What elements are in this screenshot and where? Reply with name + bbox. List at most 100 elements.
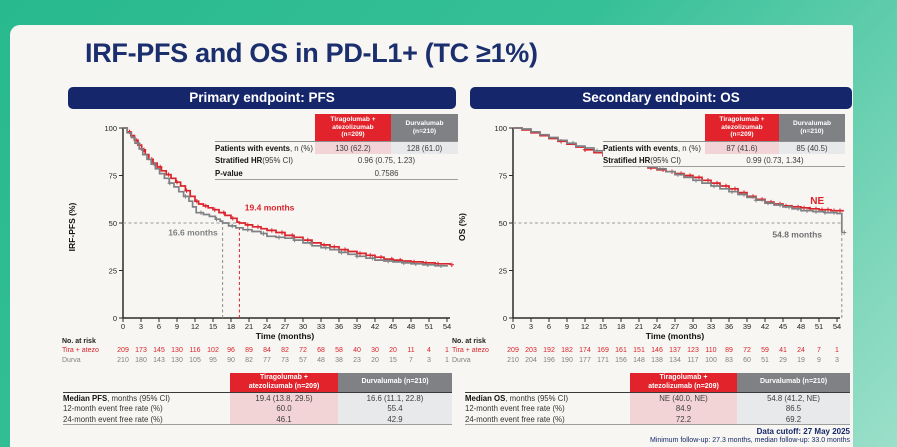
at-risk-value: 102 bbox=[207, 347, 219, 354]
pfs-stats-table: Tiragolumab + atezolizumab (n=209) Durvalum… bbox=[215, 114, 458, 180]
y-tick-label: 75 bbox=[109, 171, 117, 180]
at-risk-value: 95 bbox=[209, 357, 217, 364]
x-tick-label: 45 bbox=[389, 322, 397, 331]
stats-value: 85 (40.5) bbox=[779, 141, 845, 154]
at-risk-row-label: Durva bbox=[452, 357, 471, 364]
x-tick-label: 54 bbox=[833, 322, 841, 331]
at-risk-value: 84 bbox=[263, 347, 271, 354]
table-row-label: Median OS, months (95% CI) bbox=[465, 392, 630, 403]
at-risk-value: 146 bbox=[651, 347, 663, 354]
median-annotation: NE bbox=[810, 196, 824, 207]
y-tick-label: 50 bbox=[499, 219, 507, 228]
arm-column-header: Tiragolumab + atezolizumab (n=209) bbox=[315, 114, 391, 141]
table-row-label: Patients with events, n (%) bbox=[215, 141, 315, 154]
x-tick-label: 24 bbox=[653, 322, 661, 331]
median-annotation: 16.6 months bbox=[168, 227, 218, 237]
median-annotation: 54.8 months bbox=[772, 229, 822, 239]
arm-column-header: Durvalumab (n=210) bbox=[391, 114, 458, 141]
y-tick-label: 0 bbox=[503, 314, 507, 323]
at-risk-value: 4 bbox=[427, 347, 431, 354]
at-risk-value: 169 bbox=[597, 347, 609, 354]
x-tick-label: 33 bbox=[317, 322, 325, 331]
at-risk-value: 203 bbox=[525, 347, 537, 354]
at-risk-value: 192 bbox=[543, 347, 555, 354]
at-risk-value: 130 bbox=[171, 347, 183, 354]
x-tick-label: 12 bbox=[581, 322, 589, 331]
os-km-chart: 0 3 6 9 12 15 18 21 24 27 30 33 36 39 42 45 48 51 54025507… bbox=[452, 124, 847, 364]
at-risk-value: 89 bbox=[245, 347, 253, 354]
at-risk-value: 116 bbox=[189, 347, 200, 354]
at-risk-value: 9 bbox=[817, 357, 821, 364]
at-risk-row-label: Durva bbox=[62, 357, 81, 364]
at-risk-value: 1 bbox=[445, 347, 449, 354]
at-risk-row-label: Tira + atezo bbox=[452, 347, 489, 354]
at-risk-value: 196 bbox=[543, 357, 555, 364]
at-risk-value: 30 bbox=[371, 347, 379, 354]
at-risk-value: 96 bbox=[227, 347, 235, 354]
y-tick-label: 0 bbox=[113, 314, 117, 323]
at-risk-value: 105 bbox=[189, 357, 201, 364]
x-tick-label: 48 bbox=[797, 322, 805, 331]
at-risk-value: 148 bbox=[633, 357, 645, 364]
slide-title: IRF-PFS and OS in PD-L1+ (TC ≥1%) bbox=[85, 38, 538, 68]
os-stats-table: Tiragolumab + atezolizumab (n=209) Durvalum… bbox=[603, 114, 845, 167]
at-risk-value: 58 bbox=[335, 347, 343, 354]
at-risk-value: 145 bbox=[153, 347, 165, 354]
summary-value: 72.2 bbox=[630, 414, 737, 425]
x-tick-label: 0 bbox=[121, 322, 125, 331]
table-row-label: 12-month event free rate (%) bbox=[63, 404, 163, 413]
summary-value: 69.2 bbox=[737, 414, 850, 425]
x-tick-label: 15 bbox=[599, 322, 607, 331]
at-risk-value: 89 bbox=[725, 347, 733, 354]
x-tick-label: 27 bbox=[281, 322, 289, 331]
x-tick-label: 39 bbox=[353, 322, 361, 331]
summary-value: 16.6 (11.1, 22.8) bbox=[338, 392, 452, 403]
x-tick-label: 48 bbox=[407, 322, 415, 331]
x-tick-label: 39 bbox=[743, 322, 751, 331]
summary-value: 19.4 (13.8, 29.5) bbox=[230, 392, 338, 403]
summary-value: 84.9 bbox=[630, 403, 737, 414]
at-risk-value: 72 bbox=[743, 347, 751, 354]
table-row-label: 12-month event free rate (%) bbox=[465, 404, 565, 413]
table-row-label: Stratified HR (95% CI) bbox=[603, 154, 705, 167]
y-tick-label: 100 bbox=[104, 124, 117, 133]
data-cutoff-note: Data cutoff: 27 May 2025 bbox=[756, 427, 850, 436]
y-axis-label: IRF-PFS (%) bbox=[67, 203, 77, 252]
table-row-label: 24-month event free rate (%) bbox=[63, 414, 230, 425]
table-row-label: 24-month event free rate (%) bbox=[465, 414, 630, 425]
arm-column-header: Tiragolumab + atezolizumab (n=209) bbox=[630, 373, 737, 392]
slide: IRF-PFS and OS in PD-L1+ (TC ≥1%) Primar… bbox=[10, 25, 853, 447]
x-tick-label: 18 bbox=[227, 322, 235, 331]
at-risk-value: 143 bbox=[153, 357, 165, 364]
x-tick-label: 42 bbox=[371, 322, 379, 331]
km-curve-durva bbox=[513, 127, 843, 233]
at-risk-value: 38 bbox=[335, 357, 343, 364]
y-tick-label: 100 bbox=[494, 124, 507, 133]
at-risk-value: 51 bbox=[761, 357, 769, 364]
at-risk-value: 137 bbox=[669, 347, 681, 354]
at-risk-value: 83 bbox=[725, 357, 733, 364]
at-risk-value: 7 bbox=[409, 357, 413, 364]
at-risk-value: 60 bbox=[743, 357, 751, 364]
x-tick-label: 33 bbox=[707, 322, 715, 331]
y-axis-label: OS (%) bbox=[457, 213, 467, 241]
at-risk-value: 72 bbox=[299, 347, 307, 354]
at-risk-value: 110 bbox=[705, 347, 716, 354]
at-risk-value: 1 bbox=[835, 347, 839, 354]
x-tick-label: 42 bbox=[761, 322, 769, 331]
at-risk-value: 3 bbox=[835, 357, 839, 364]
pfs-summary-table: Tiragolumab + atezolizumab (n=209) Durvalu… bbox=[63, 373, 452, 425]
at-risk-value: 190 bbox=[561, 357, 573, 364]
y-tick-label: 25 bbox=[499, 266, 507, 275]
at-risk-value: 11 bbox=[407, 347, 414, 354]
x-tick-label: 30 bbox=[299, 322, 307, 331]
table-row-label: Median PFS, months (95% CI) bbox=[63, 392, 230, 403]
at-risk-value: 174 bbox=[579, 347, 591, 354]
median-annotation: 19.4 months bbox=[245, 203, 295, 213]
x-tick-label: 51 bbox=[425, 322, 433, 331]
table-corner bbox=[215, 114, 315, 141]
at-risk-value: 20 bbox=[371, 357, 379, 364]
pfs-endpoint-header: Primary endpoint: PFS bbox=[68, 87, 456, 109]
summary-value: 86.5 bbox=[737, 403, 850, 414]
